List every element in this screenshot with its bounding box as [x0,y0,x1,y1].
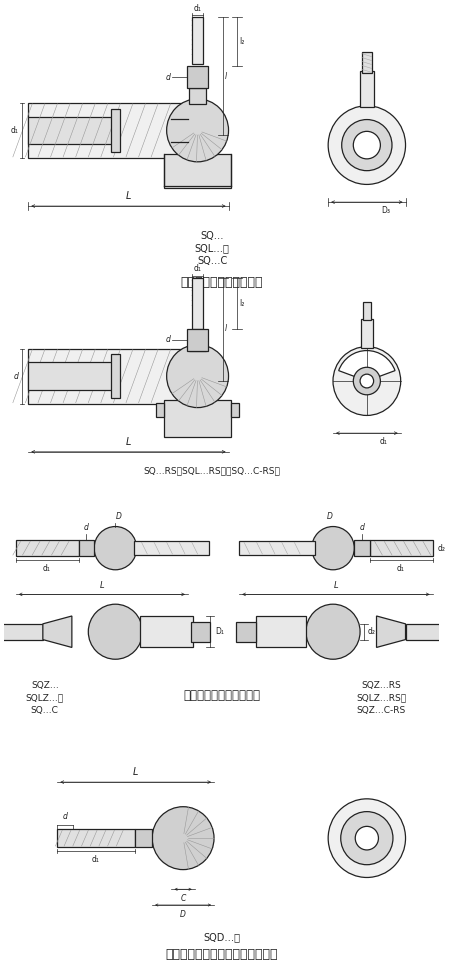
Text: L: L [133,767,139,778]
Text: D₃: D₃ [382,206,391,215]
Bar [156,403,164,417]
Text: d: d [166,335,171,344]
Text: SQZ…RS: SQZ…RS [361,681,401,690]
Bar [231,403,239,417]
Circle shape [341,812,393,865]
Circle shape [306,604,360,659]
Bar [192,18,203,64]
Text: d₁: d₁ [397,564,405,573]
Bar [187,66,208,88]
Bar [111,355,120,398]
Text: C: C [180,894,186,903]
Circle shape [152,807,214,870]
Bar [111,108,120,152]
Text: d: d [84,524,89,532]
Bar [370,540,432,556]
Text: SQZ…: SQZ… [31,681,58,690]
Circle shape [94,527,137,570]
Bar [28,116,115,145]
Text: SQZ…C-RS: SQZ…C-RS [357,706,406,715]
Text: SQL…型: SQL…型 [195,243,230,253]
Polygon shape [377,616,405,648]
Circle shape [328,799,405,877]
Bar [236,622,256,642]
Text: L: L [125,437,130,446]
Bar [191,622,210,642]
Bar [164,154,231,189]
Bar [28,349,193,404]
Circle shape [88,604,143,659]
Text: 单杆型球头杆端轴承的产品系列表: 单杆型球头杆端轴承的产品系列表 [166,949,278,961]
Bar [0,624,43,640]
Bar [187,329,208,351]
Text: D: D [180,910,186,919]
Bar [354,540,370,556]
Bar [189,88,206,104]
Text: l: l [225,71,227,81]
Text: d₁: d₁ [11,126,18,135]
Text: d: d [166,72,171,82]
Bar [79,540,94,556]
Text: 直杆型球头杆端关节轴承: 直杆型球头杆端关节轴承 [183,689,260,701]
Bar [28,362,115,390]
Text: SQ…RS；SQL…RS型；SQ…C-RS型: SQ…RS；SQL…RS型；SQ…C-RS型 [144,467,280,476]
Circle shape [360,374,373,388]
Circle shape [342,119,392,171]
Circle shape [333,347,400,415]
Bar [239,541,315,555]
Text: d: d [63,813,68,822]
Wedge shape [339,351,395,381]
Bar [135,829,152,847]
Bar [363,303,371,320]
Bar [28,103,193,158]
Bar [362,52,372,73]
Text: d: d [14,371,18,381]
Circle shape [312,527,354,570]
Bar [405,624,450,640]
Text: D₁: D₁ [215,627,224,636]
Text: D: D [327,512,333,521]
Text: D: D [115,512,121,521]
Text: d₁: d₁ [194,264,202,273]
Text: SQD…型: SQD…型 [203,932,240,943]
Text: l: l [225,324,227,333]
Text: 弯杆型球头杆端关节轴承: 弯杆型球头杆端关节轴承 [180,276,263,289]
Text: d₂: d₂ [437,543,446,553]
Circle shape [355,827,378,850]
Text: SQ…: SQ… [200,231,224,240]
Bar [360,71,373,106]
Bar [256,616,306,648]
Text: SQ…C: SQ…C [197,256,227,266]
Bar [140,616,193,648]
Text: L: L [99,581,104,590]
Text: l₂: l₂ [239,299,244,308]
Text: d₁: d₁ [194,4,202,14]
Text: d₁: d₁ [43,564,51,573]
Text: L: L [125,191,130,201]
Circle shape [353,367,380,395]
Text: d₁: d₁ [379,437,387,446]
Circle shape [166,345,229,407]
Text: L: L [333,581,338,590]
Text: d: d [360,524,364,532]
Bar [189,350,206,351]
Polygon shape [43,616,72,648]
Text: SQLZ…型: SQLZ…型 [26,694,64,702]
Text: SQ…C: SQ…C [31,706,58,715]
Bar [361,319,373,348]
Text: d₂: d₂ [368,627,376,636]
Bar [164,400,231,437]
Text: SQLZ…RS型: SQLZ…RS型 [356,694,406,702]
Circle shape [353,131,380,159]
Bar [16,540,79,556]
Bar [57,829,135,847]
Circle shape [166,99,229,162]
Bar [134,541,209,555]
Text: l₂: l₂ [239,37,244,46]
Circle shape [328,106,405,185]
Text: d₁: d₁ [92,855,100,864]
Bar [192,277,203,329]
